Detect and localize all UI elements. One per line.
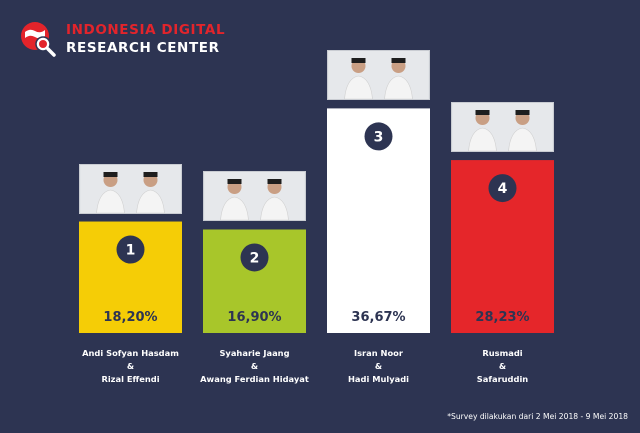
value-label-2: 16,90%	[227, 310, 281, 325]
rank-badge-2	[240, 243, 269, 272]
candidate-photo-3	[327, 50, 430, 101]
value-label-3: 36,67%	[351, 310, 405, 325]
candidate-photo-1	[79, 163, 182, 214]
value-label-4: 28,23%	[475, 310, 529, 325]
candidate-label-line: Hadi Mulyadi	[347, 374, 409, 384]
candidate-label-line: Awang Ferdian Hidayat	[200, 374, 309, 384]
brand-name-line2: RESEARCH CENTER	[66, 40, 220, 56]
candidate-label-4: Rusmadi & Safaruddin	[431, 347, 574, 386]
candidate-label-line: &	[250, 361, 259, 371]
candidate-label-3: Isran Noor & Hadi Mulyadi	[307, 347, 450, 386]
rank-badge-1	[116, 235, 145, 264]
brand-logo: INDONESIA DIGITAL RESEARCH CENTER	[18, 18, 258, 60]
candidate-photo-2	[203, 171, 306, 222]
rank-badge-3	[364, 122, 393, 151]
rank-badge-4	[488, 174, 517, 203]
candidate-label-line: Safaruddin	[476, 374, 529, 384]
rank-number-4: 4	[498, 181, 508, 197]
value-label-1: 18,20%	[103, 310, 157, 325]
candidate-label-2: Syaharie Jaang & Awang Ferdian Hidayat	[183, 347, 326, 386]
candidate-label-line: &	[498, 361, 507, 371]
brand-name-line1: INDONESIA DIGITAL	[66, 22, 226, 38]
survey-footnote: *Survey dilakukan dari 2 Mei 2018 - 9 Me…	[447, 412, 628, 421]
rank-number-1: 1	[126, 243, 136, 259]
candidate-label-line: Rusmadi	[482, 348, 523, 358]
rank-number-3: 3	[374, 129, 384, 145]
candidate-label-1: Andi Sofyan Hasdam & Rizal Effendi	[59, 347, 202, 386]
candidate-photo-4	[451, 102, 554, 153]
rank-number-2: 2	[250, 250, 260, 266]
candidate-label-line: Isran Noor	[354, 348, 403, 358]
candidate-label-line: &	[126, 361, 135, 371]
candidate-label-line: Rizal Effendi	[101, 374, 160, 384]
candidate-label-line: Syaharie Jaang	[219, 348, 290, 358]
candidate-label-line: &	[374, 361, 383, 371]
candidate-label-line: Andi Sofyan Hasdam	[82, 348, 179, 358]
globe-magnifier-icon	[21, 22, 56, 57]
